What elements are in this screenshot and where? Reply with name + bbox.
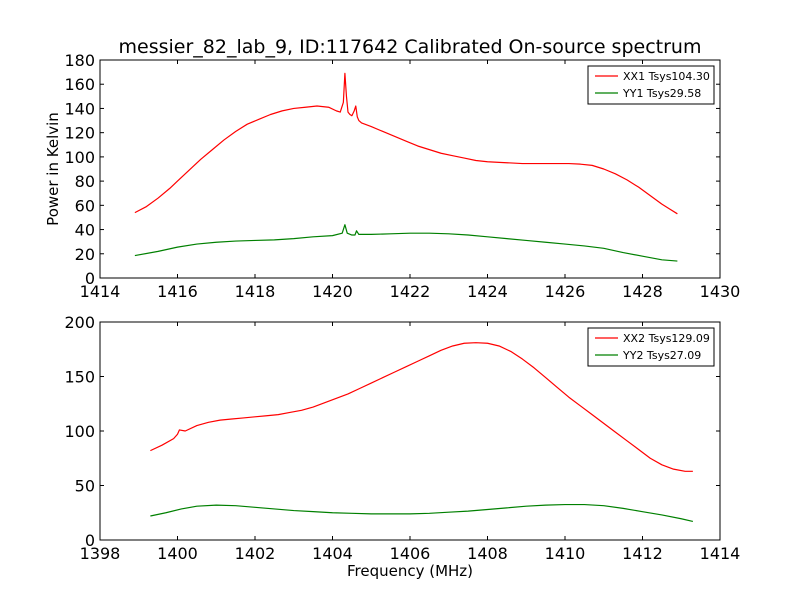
- x-tick-label: 1420: [312, 282, 353, 301]
- y-tick-label: 50: [75, 477, 95, 496]
- y-tick-label: 40: [75, 221, 95, 240]
- y-tick-label: 100: [64, 422, 95, 441]
- x-tick-label: 1406: [390, 544, 431, 563]
- y-tick-label: 120: [64, 124, 95, 143]
- series-line-xx2: [150, 342, 693, 472]
- legend-box: [587, 327, 715, 367]
- legend-box: [587, 65, 715, 105]
- x-tick-label: 1426: [545, 282, 586, 301]
- x-axis-label: Frequency (MHz): [347, 562, 473, 580]
- x-tick-label: 1412: [622, 544, 663, 563]
- x-tick-label: 1398: [80, 544, 121, 563]
- x-tick-label: 1410: [545, 544, 586, 563]
- x-tick-label: 1414: [80, 282, 121, 301]
- y-tick-label: 60: [75, 196, 95, 215]
- x-tick-label: 1400: [157, 544, 198, 563]
- legend-entry-label: XX2 Tsys129.09: [623, 332, 710, 345]
- y-tick-label: 140: [64, 99, 95, 118]
- y-tick-label: 80: [75, 172, 95, 191]
- chart-title: messier_82_lab_9, ID:117642 Calibrated O…: [119, 36, 702, 58]
- y-axis-label: Power in Kelvin: [44, 112, 62, 226]
- x-tick-label: 1428: [622, 282, 663, 301]
- x-tick-label: 1416: [157, 282, 198, 301]
- y-tick-label: 180: [64, 51, 95, 70]
- x-tick-label: 1422: [390, 282, 431, 301]
- legend: XX1 Tsys104.30 YY1 Tsys29.58: [587, 65, 715, 105]
- legend-entry-label: YY1 Tsys29.58: [622, 87, 701, 100]
- top-spectrum-plot: 1414 1416 1418 1420 1422 1424 1426 1428 1430 0 20 4…: [44, 51, 740, 301]
- x-tick-label: 1424: [467, 282, 508, 301]
- bottom-spectrum-plot: 1398 1400 1402 1404 1406 1408 1410 1412 1414 0 50 1…: [64, 313, 740, 580]
- x-tick-label: 1430: [700, 282, 741, 301]
- x-tick-label: 1402: [235, 544, 276, 563]
- x-tick-label: 1404: [312, 544, 353, 563]
- y-tick-label: 0: [85, 531, 95, 550]
- x-tick-label: 1418: [235, 282, 276, 301]
- y-tick-label: 150: [64, 368, 95, 387]
- legend-entry-label: XX1 Tsys104.30: [623, 70, 710, 83]
- legend: XX2 Tsys129.09 YY2 Tsys27.09: [587, 327, 715, 367]
- series-line-yy1: [134, 224, 678, 262]
- y-tick-label: 100: [64, 148, 95, 167]
- y-tick-label: 0: [85, 269, 95, 288]
- y-tick-label: 200: [64, 313, 95, 332]
- x-tick-label: 1414: [700, 544, 741, 563]
- y-tick-label: 20: [75, 245, 95, 264]
- y-tick-label: 160: [64, 75, 95, 94]
- series-line-xx1: [134, 72, 678, 215]
- x-tick-label: 1408: [467, 544, 508, 563]
- legend-entry-label: YY2 Tsys27.09: [622, 349, 701, 362]
- series-line-yy2: [150, 503, 694, 523]
